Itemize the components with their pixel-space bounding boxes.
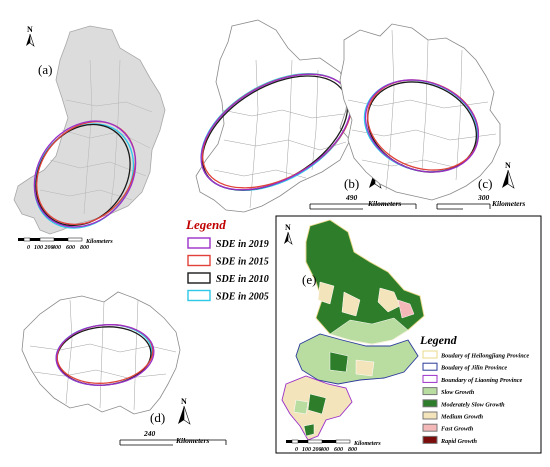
panel-c-region-shape: [339, 23, 501, 201]
svg-text:Kilometers: Kilometers: [367, 199, 401, 208]
panel-d-scale-bar: 240 Kilometers: [119, 429, 227, 446]
legend-swatch: [422, 374, 438, 383]
svg-text:800: 800: [348, 447, 357, 453]
svg-text:(c): (c): [478, 176, 492, 191]
growth-legend-item: Boundary of Liaoning Province: [422, 374, 523, 384]
legend-swatch: [422, 423, 438, 432]
svg-text:N: N: [505, 161, 511, 170]
legend-swatch: [422, 362, 438, 371]
legend-swatch: [187, 289, 211, 302]
sde-legend-item: SDE in 2010: [187, 272, 269, 285]
north-arrow-icon: N: [284, 223, 293, 245]
svg-text:600: 600: [334, 447, 343, 453]
panel-a-internal-boundaries: [39, 59, 153, 215]
sde-legend: Legend SDE in 2019 SDE in 2015 SDE in 2010…: [185, 217, 269, 303]
growth-legend-item: Fast Growth: [422, 423, 474, 433]
svg-text:(d): (d): [150, 410, 165, 425]
panel-e: (e) N 0 100 200 400 600 800 Kilometers L…: [275, 215, 542, 454]
sde-legend-title: Legend: [185, 217, 226, 232]
panel-e-jilin: [295, 333, 419, 385]
panel-a: (a) N 0 100 200 400 600 800 Kilometers: [13, 25, 166, 251]
growth-legend-item: Moderately Slow Growth: [422, 399, 505, 408]
growth-legend-item: Boudary of Jilin Province: [422, 362, 507, 372]
sde-legend-item: SDE in 2005: [187, 289, 269, 303]
svg-text:100 200: 100 200: [302, 447, 322, 453]
sde-legend-item: SDE in 2015: [187, 254, 269, 268]
panel-e-scale-bar: 0 100 200 400 600 800 Kilometers: [286, 439, 381, 453]
panel-a-sde-ellipses: [33, 120, 137, 229]
svg-text:400: 400: [319, 447, 329, 453]
panel-a-scale-bar: 0 100 200 400 600 800 Kilometers: [18, 237, 113, 251]
growth-legend-label: Fast Growth: [441, 426, 474, 433]
sde-legend-label: SDE in 2015: [216, 257, 269, 268]
legend-swatch: [422, 350, 438, 359]
svg-text:100 200: 100 200: [34, 245, 54, 251]
svg-text:600: 600: [66, 245, 75, 251]
panel-d: (d) N 240 Kilometers: [21, 291, 227, 446]
growth-legend-label: Moderately Slow Growth: [440, 401, 505, 408]
legend-swatch: [187, 272, 211, 284]
svg-text:400: 400: [51, 245, 61, 251]
panel-b-scale-bar: 490 Kilometers: [309, 193, 417, 210]
svg-text:(b): (b): [344, 176, 359, 191]
growth-legend-title: Legend: [419, 333, 458, 347]
svg-text:(e): (e): [302, 272, 316, 287]
growth-legend-item: Boudary of Heilongjiang Province: [422, 350, 529, 360]
svg-text:300: 300: [477, 193, 490, 202]
svg-text:N: N: [181, 397, 187, 406]
svg-text:490: 490: [345, 193, 358, 202]
growth-legend-label: Rapid Growth: [440, 438, 477, 445]
svg-text:0: 0: [27, 245, 30, 251]
legend-swatch: [187, 254, 211, 267]
svg-text:0: 0: [295, 447, 298, 453]
svg-text:N: N: [27, 25, 33, 34]
north-arrow-icon: N: [178, 397, 191, 425]
sde-2019-ellipse: [33, 120, 137, 228]
sde-legend-label: SDE in 2019: [216, 239, 269, 250]
growth-legend-label: Boudary of Jilin Province: [440, 365, 507, 372]
growth-legend-item: Rapid Growth: [422, 435, 477, 445]
sde-legend-label: SDE in 2010: [216, 274, 269, 285]
svg-text:800: 800: [80, 245, 89, 251]
svg-text:Kilometers: Kilometers: [491, 199, 525, 208]
growth-legend-label: Boudary of Heilongjiang Province: [440, 353, 529, 360]
growth-legend-label: Medium Growth: [440, 414, 484, 421]
growth-legend: Legend Boudary of Heilongjiang Province B…: [419, 333, 529, 445]
legend-swatch: [187, 237, 211, 249]
sde-legend-item: SDE in 2019: [187, 237, 269, 250]
svg-text:240: 240: [143, 429, 156, 438]
growth-legend-item: Medium Growth: [422, 411, 484, 421]
legend-swatch: [422, 387, 438, 396]
panel-a-label: (a): [38, 62, 52, 77]
growth-legend-label: Boundary of Liaoning Province: [440, 377, 523, 384]
svg-text:Kilometers: Kilometers: [85, 239, 113, 245]
panel-c: (c) N 300 Kilometers: [339, 23, 525, 210]
legend-swatch: [422, 399, 438, 408]
legend-swatch: [422, 411, 438, 420]
svg-text:Kilometers: Kilometers: [175, 436, 209, 445]
sde-legend-label: SDE in 2005: [216, 292, 269, 303]
north-arrow-icon: N: [26, 25, 35, 47]
legend-swatch: [422, 435, 438, 444]
svg-text:Kilometers: Kilometers: [353, 441, 381, 447]
panel-c-scale-bar: 300 Kilometers: [436, 193, 525, 210]
north-arrow-icon: N: [502, 161, 515, 189]
growth-legend-label: Slow Growth: [441, 389, 475, 396]
svg-text:N: N: [285, 223, 291, 232]
panel-d-region-shape: [21, 291, 181, 415]
growth-legend-item: Slow Growth: [422, 387, 475, 396]
